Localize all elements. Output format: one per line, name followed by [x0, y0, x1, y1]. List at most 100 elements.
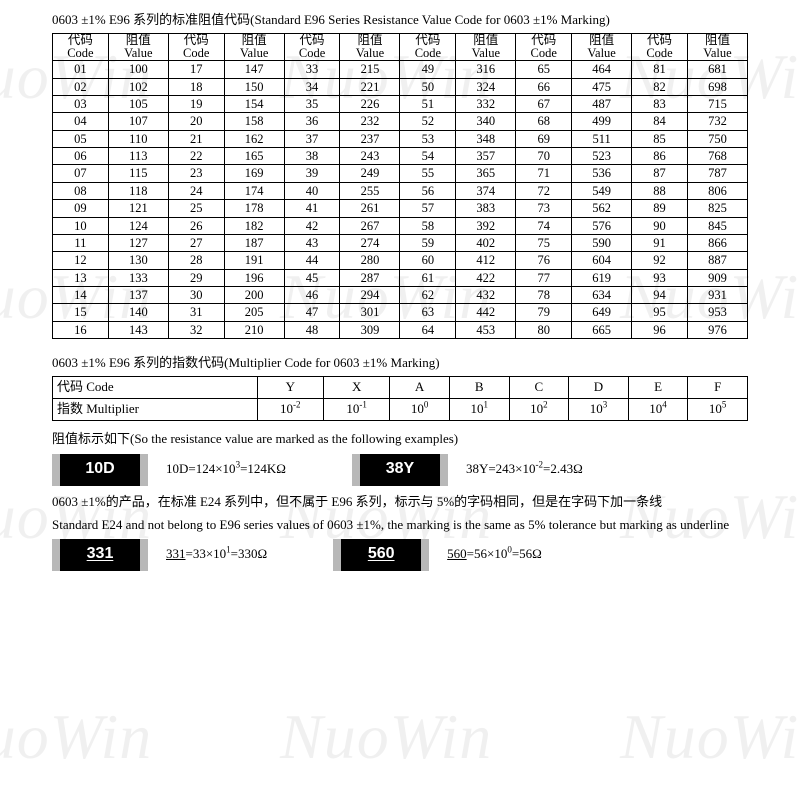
table-cell: 115 [108, 165, 168, 182]
table-cell: 102 [509, 398, 569, 420]
table-cell: 10 [53, 217, 109, 234]
table-cell: 87 [632, 165, 688, 182]
table-cell: 66 [516, 78, 572, 95]
table-cell: 102 [108, 78, 168, 95]
table-cell: 65 [516, 61, 572, 78]
table-cell: 70 [516, 148, 572, 165]
table-cell: 187 [224, 234, 284, 251]
table-cell: 17 [168, 61, 224, 78]
table-cell: 562 [572, 200, 632, 217]
table-cell: 332 [456, 95, 516, 112]
table-cell: 16 [53, 321, 109, 338]
table-cell: 412 [456, 252, 516, 269]
table-cell: 11 [53, 234, 109, 251]
table-row: 081182417440255563747254988806 [53, 182, 748, 199]
table-cell: 15 [53, 304, 109, 321]
table-cell: 750 [687, 130, 747, 147]
table-cell: 150 [224, 78, 284, 95]
table-row: 071152316939249553657153687787 [53, 165, 748, 182]
note-en: Standard E24 and not belong to E96 serie… [52, 515, 748, 535]
table-cell: 887 [687, 252, 747, 269]
table-cell: 221 [340, 78, 400, 95]
table-row: 111272718743274594027559091866 [53, 234, 748, 251]
table-cell: 04 [53, 113, 109, 130]
chip-label: 331 [87, 544, 114, 565]
table-cell: 215 [340, 61, 400, 78]
table-cell: 40 [284, 182, 340, 199]
table-cell: 57 [400, 200, 456, 217]
table-cell: 806 [687, 182, 747, 199]
table-cell: 130 [108, 252, 168, 269]
example-row-2: 331 331=33×101=330Ω 560 560=56×100=56Ω [52, 539, 748, 571]
table-cell: 88 [632, 182, 688, 199]
table-cell: 64 [400, 321, 456, 338]
col-header-code: 代码Code [516, 33, 572, 60]
table-cell: 34 [284, 78, 340, 95]
table-cell: 92 [632, 252, 688, 269]
table-cell: 127 [108, 234, 168, 251]
table-cell: 105 [108, 95, 168, 112]
table-cell: 05 [53, 130, 109, 147]
table-cell: 383 [456, 200, 516, 217]
table-cell: 10-2 [257, 398, 323, 420]
col-header-code: 代码Code [168, 33, 224, 60]
table-cell: 85 [632, 130, 688, 147]
col-header-value: 阻值Value [108, 33, 168, 60]
table1-body: 0110017147332154931665464816810210218150… [53, 61, 748, 339]
table-cell: 21 [168, 130, 224, 147]
table-cell: 698 [687, 78, 747, 95]
table-cell: D [569, 377, 629, 399]
table-cell: 79 [516, 304, 572, 321]
table1-title: 0603 ±1% E96 系列的标准阻值代码(Standard E96 Seri… [52, 12, 748, 29]
table-cell: 37 [284, 130, 340, 147]
table-row: 131332919645287614227761993909 [53, 269, 748, 286]
table-cell: 287 [340, 269, 400, 286]
table-cell: 768 [687, 148, 747, 165]
table-cell: 51 [400, 95, 456, 112]
table-cell: 29 [168, 269, 224, 286]
watermark-text: NuoWin [0, 700, 152, 774]
table-cell: 274 [340, 234, 400, 251]
table-cell: 26 [168, 217, 224, 234]
table-cell: 06 [53, 148, 109, 165]
table-cell: 340 [456, 113, 516, 130]
table-cell: 634 [572, 287, 632, 304]
table-cell: 249 [340, 165, 400, 182]
table-cell: 432 [456, 287, 516, 304]
table-cell: 301 [340, 304, 400, 321]
table-cell: 54 [400, 148, 456, 165]
table-cell: 523 [572, 148, 632, 165]
table-cell: 81 [632, 61, 688, 78]
table-cell: 374 [456, 182, 516, 199]
table-cell: 67 [516, 95, 572, 112]
table-cell: 196 [224, 269, 284, 286]
table-cell: 309 [340, 321, 400, 338]
table-cell: 487 [572, 95, 632, 112]
table-cell: 280 [340, 252, 400, 269]
table-cell: 44 [284, 252, 340, 269]
table-cell: 105 [688, 398, 748, 420]
resistor-chip-icon: 560 [333, 539, 429, 571]
table-cell: 536 [572, 165, 632, 182]
table-cell: 36 [284, 113, 340, 130]
table-cell: 100 [108, 61, 168, 78]
table-cell: 590 [572, 234, 632, 251]
col-header-value: 阻值Value [340, 33, 400, 60]
table-cell: 787 [687, 165, 747, 182]
e96-code-table: 代码Code阻值Value代码Code阻值Value代码Code阻值Value代… [52, 33, 748, 339]
table-cell: 75 [516, 234, 572, 251]
resistor-chip-icon: 10D [52, 454, 148, 486]
table-cell: 69 [516, 130, 572, 147]
table-cell: 77 [516, 269, 572, 286]
table-cell: 475 [572, 78, 632, 95]
table-cell: 68 [516, 113, 572, 130]
table-cell: 392 [456, 217, 516, 234]
table-cell: 453 [456, 321, 516, 338]
example4-equation: 560=56×100=56Ω [447, 546, 542, 563]
examples-title: 阻值标示如下(So the resistance value are marke… [52, 431, 748, 448]
resistor-chip-icon: 38Y [352, 454, 448, 486]
table-cell: 90 [632, 217, 688, 234]
table-cell: 113 [108, 148, 168, 165]
chip-label: 560 [368, 544, 395, 565]
table-cell: 825 [687, 200, 747, 217]
